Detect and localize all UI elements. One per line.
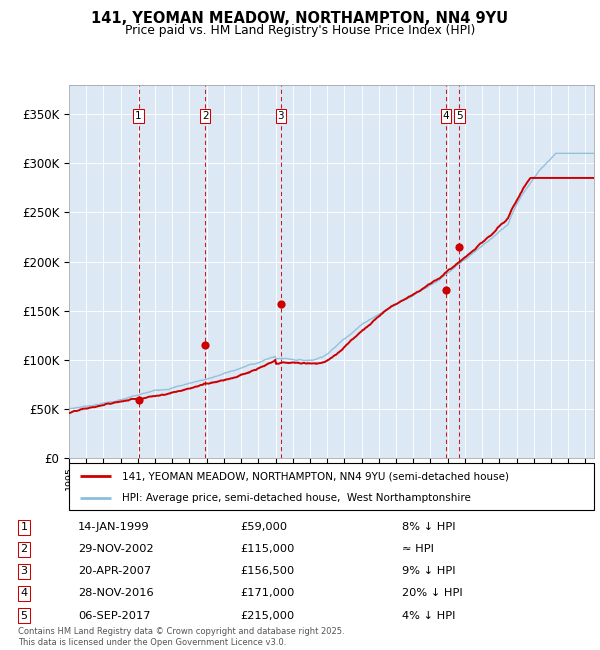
Text: 141, YEOMAN MEADOW, NORTHAMPTON, NN4 9YU (semi-detached house): 141, YEOMAN MEADOW, NORTHAMPTON, NN4 9YU… bbox=[121, 471, 509, 481]
Text: 06-SEP-2017: 06-SEP-2017 bbox=[78, 610, 151, 621]
Text: ≈ HPI: ≈ HPI bbox=[402, 544, 434, 554]
Text: 4: 4 bbox=[20, 588, 28, 599]
Text: 2: 2 bbox=[20, 544, 28, 554]
Text: 141, YEOMAN MEADOW, NORTHAMPTON, NN4 9YU: 141, YEOMAN MEADOW, NORTHAMPTON, NN4 9YU bbox=[91, 11, 509, 26]
Text: 20% ↓ HPI: 20% ↓ HPI bbox=[402, 588, 463, 599]
Text: 3: 3 bbox=[277, 111, 284, 121]
Text: 29-NOV-2002: 29-NOV-2002 bbox=[78, 544, 154, 554]
Text: 14-JAN-1999: 14-JAN-1999 bbox=[78, 522, 149, 532]
Text: £215,000: £215,000 bbox=[240, 610, 294, 621]
Text: £171,000: £171,000 bbox=[240, 588, 295, 599]
Text: 2: 2 bbox=[202, 111, 208, 121]
Text: 5: 5 bbox=[456, 111, 463, 121]
Text: Contains HM Land Registry data © Crown copyright and database right 2025.
This d: Contains HM Land Registry data © Crown c… bbox=[18, 627, 344, 647]
Text: 1: 1 bbox=[135, 111, 142, 121]
Text: 20-APR-2007: 20-APR-2007 bbox=[78, 566, 151, 577]
Point bbox=[200, 340, 210, 350]
Text: £156,500: £156,500 bbox=[240, 566, 294, 577]
Text: 28-NOV-2016: 28-NOV-2016 bbox=[78, 588, 154, 599]
Point bbox=[134, 395, 143, 406]
Text: 3: 3 bbox=[20, 566, 28, 577]
Text: 9% ↓ HPI: 9% ↓ HPI bbox=[402, 566, 455, 577]
Point bbox=[276, 299, 286, 309]
Text: HPI: Average price, semi-detached house,  West Northamptonshire: HPI: Average price, semi-detached house,… bbox=[121, 493, 470, 502]
Text: 8% ↓ HPI: 8% ↓ HPI bbox=[402, 522, 455, 532]
Text: £115,000: £115,000 bbox=[240, 544, 295, 554]
FancyBboxPatch shape bbox=[69, 463, 594, 510]
Text: 4: 4 bbox=[443, 111, 449, 121]
Point bbox=[455, 242, 464, 252]
Text: 1: 1 bbox=[20, 522, 28, 532]
Text: £59,000: £59,000 bbox=[240, 522, 287, 532]
Text: 4% ↓ HPI: 4% ↓ HPI bbox=[402, 610, 455, 621]
Point bbox=[442, 285, 451, 295]
Text: Price paid vs. HM Land Registry's House Price Index (HPI): Price paid vs. HM Land Registry's House … bbox=[125, 24, 475, 37]
Text: 5: 5 bbox=[20, 610, 28, 621]
